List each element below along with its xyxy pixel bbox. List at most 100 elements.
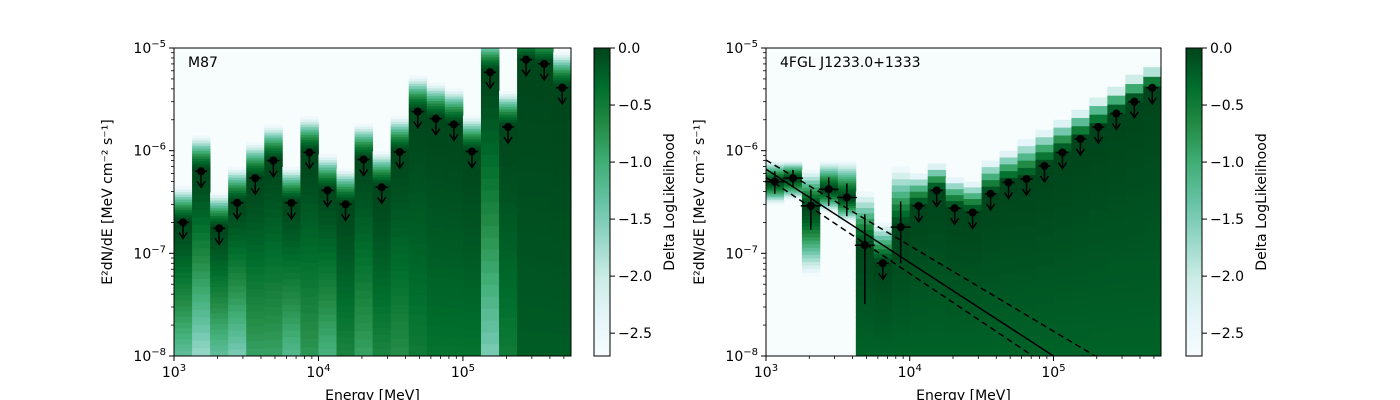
likelihood-cell — [535, 43, 553, 46]
likelihood-cell — [855, 323, 875, 329]
likelihood-cell — [408, 162, 428, 174]
likelihood-cell — [282, 317, 301, 325]
likelihood-cell — [390, 139, 410, 143]
likelihood-cell — [462, 120, 482, 124]
likelihood-cell — [535, 36, 553, 39]
likelihood-cell — [462, 194, 482, 204]
likelihood-cell — [783, 189, 803, 192]
likelihood-cell — [945, 344, 965, 351]
likelihood-cell — [444, 298, 464, 309]
likelihood-cell — [480, 49, 500, 53]
likelihood-cell — [1071, 175, 1090, 185]
likelihood-cell — [192, 186, 211, 195]
data-point — [1040, 161, 1049, 170]
likelihood-cell — [1071, 200, 1090, 209]
likelihood-cell — [499, 103, 518, 107]
colorbar-tick-label: −1.5 — [1210, 212, 1244, 228]
colorbar-tick-label: −0.5 — [1210, 98, 1244, 114]
data-point — [1058, 148, 1067, 157]
likelihood-cell — [462, 125, 482, 129]
likelihood-cell — [282, 311, 301, 319]
likelihood-cell — [1143, 240, 1161, 251]
likelihood-cell — [174, 289, 193, 296]
likelihood-cell — [462, 304, 482, 314]
likelihood-cell — [300, 228, 319, 238]
likelihood-cell — [837, 175, 857, 178]
likelihood-cell — [408, 101, 428, 105]
likelihood-heatmap — [174, 36, 571, 356]
likelihood-cell — [372, 250, 392, 258]
likelihood-cell — [246, 230, 265, 238]
likelihood-cell — [783, 164, 803, 167]
likelihood-cell — [1071, 265, 1090, 275]
likelihood-cell — [1125, 84, 1144, 94]
likelihood-cell — [1053, 308, 1072, 318]
likelihood-cell — [426, 247, 446, 258]
likelihood-cell — [354, 151, 374, 155]
likelihood-cell — [264, 137, 283, 141]
likelihood-cell — [336, 254, 355, 262]
likelihood-cell — [999, 212, 1018, 220]
upper-limit-arrow — [395, 161, 405, 170]
likelihood-cell — [819, 205, 839, 208]
likelihood-cell — [1071, 126, 1090, 135]
likelihood-cell — [264, 129, 283, 133]
data-point — [1112, 109, 1121, 118]
likelihood-cell — [1053, 324, 1072, 333]
likelihood-cell — [981, 160, 1000, 168]
likelihood-cell — [210, 302, 229, 309]
likelihood-cell — [264, 150, 283, 154]
likelihood-cell — [535, 136, 554, 150]
likelihood-cell — [228, 273, 247, 280]
likelihood-cell — [553, 210, 571, 223]
likelihood-cell — [264, 339, 283, 349]
likelihood-cell — [408, 243, 428, 255]
colorbar-gradient — [593, 47, 611, 357]
likelihood-cell — [1107, 203, 1126, 213]
likelihood-cell — [801, 230, 821, 235]
likelihood-cell — [390, 134, 410, 138]
likelihood-cell — [1053, 174, 1072, 184]
likelihood-cell — [480, 84, 500, 97]
likelihood-cell — [1017, 225, 1036, 234]
likelihood-cell — [1071, 109, 1090, 119]
likelihood-cell — [553, 69, 571, 73]
likelihood-cell — [264, 258, 283, 267]
likelihood-cell — [462, 219, 482, 229]
likelihood-cell — [801, 237, 821, 242]
likelihood-cell — [444, 307, 464, 318]
likelihood-cell — [1017, 261, 1036, 270]
likelihood-cell — [210, 207, 229, 211]
likelihood-cell — [981, 310, 1000, 318]
likelihood-cell — [300, 144, 319, 148]
likelihood-cell — [819, 172, 839, 175]
likelihood-cell — [1053, 214, 1072, 223]
likelihood-cell — [462, 253, 482, 263]
likelihood-cell — [228, 266, 247, 274]
likelihood-cell — [1107, 266, 1126, 276]
likelihood-cell — [499, 155, 518, 166]
likelihood-cell — [553, 51, 571, 55]
likelihood-cell — [444, 111, 464, 115]
likelihood-cell — [1035, 205, 1054, 214]
likelihood-column — [480, 48, 500, 356]
likelihood-cell — [1125, 205, 1144, 216]
likelihood-cell — [318, 252, 337, 260]
likelihood-cell — [282, 292, 301, 299]
likelihood-cell — [246, 281, 265, 290]
likelihood-cell — [909, 349, 929, 356]
likelihood-cell — [300, 194, 319, 204]
likelihood-cell — [981, 232, 1000, 240]
likelihood-cell — [390, 347, 410, 356]
likelihood-cell — [1143, 173, 1161, 184]
likelihood-cell — [354, 323, 374, 332]
likelihood-cell — [981, 277, 1000, 285]
data-point — [449, 120, 458, 129]
likelihood-cell — [499, 165, 518, 176]
likelihood-cell — [426, 227, 446, 238]
likelihood-cell — [927, 246, 947, 254]
likelihood-cell — [535, 76, 554, 89]
likelihood-cell — [1143, 317, 1161, 328]
likelihood-cell — [426, 90, 446, 94]
likelihood-cell — [300, 119, 319, 123]
